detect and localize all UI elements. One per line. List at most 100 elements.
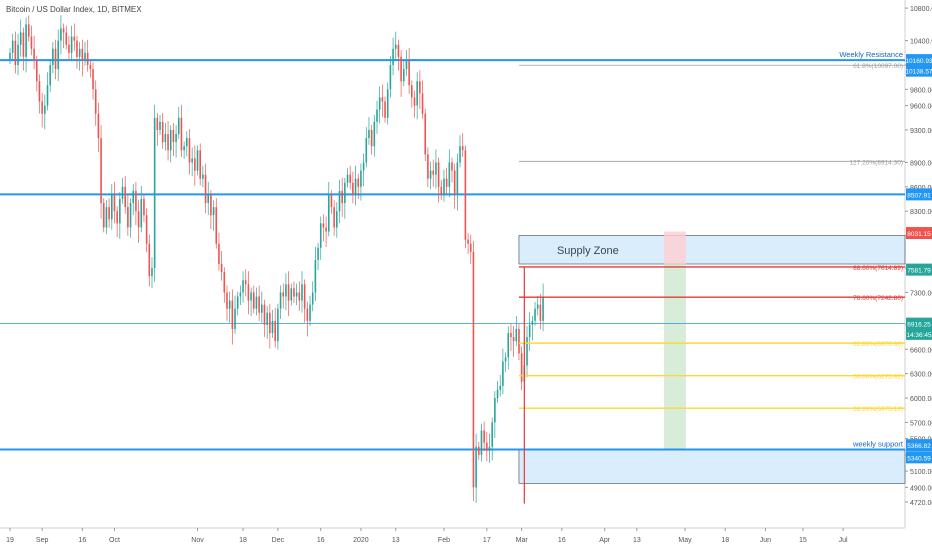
y-tick-label: 6000.00	[910, 396, 932, 403]
candle-body	[244, 280, 247, 285]
x-tick-label: 2020	[353, 537, 369, 544]
candle-body	[354, 178, 357, 195]
candle-body	[306, 308, 309, 321]
y-tick-label: 9600.00	[910, 104, 932, 111]
candle-body	[440, 186, 443, 195]
candle-body	[429, 170, 432, 179]
price-label-text: 6916.25	[907, 322, 931, 329]
target-zone	[664, 264, 686, 450]
x-tick-label: 13	[633, 537, 641, 544]
candle-body	[381, 97, 384, 102]
fib-label: 61.80%(6676.66)	[853, 341, 903, 348]
candle-body	[252, 292, 255, 309]
candle-body	[9, 52, 11, 60]
candle-body	[25, 24, 27, 57]
y-tick-label: 8300.00	[910, 209, 932, 216]
candle-body	[19, 32, 22, 45]
candle-body	[443, 178, 445, 195]
candle-body	[156, 117, 159, 130]
fib-label: 50.00%(6275.92)	[853, 374, 903, 381]
candle-body	[86, 52, 89, 65]
candle-body	[287, 284, 290, 301]
candle-body	[92, 69, 94, 90]
candle-body	[204, 174, 207, 204]
candle-body	[303, 284, 306, 309]
y-axis: 4720.004900.005100.005300.005500.005700.…	[905, 6, 932, 507]
horizontal-levels-layer: Weekly Resistance weekly support	[0, 50, 905, 451]
candle-body	[512, 337, 515, 342]
candle-body	[124, 186, 126, 208]
candle-body	[311, 292, 314, 305]
zones-layer: Supply Zone	[518, 231, 906, 484]
candle-body	[344, 182, 346, 204]
candle-body	[475, 446, 477, 488]
candle-body	[341, 190, 343, 204]
candle-body	[346, 174, 349, 183]
candle-body	[84, 52, 86, 61]
candle-body	[477, 446, 480, 455]
y-tick-label: 4900.00	[910, 485, 932, 492]
candle-body	[491, 422, 493, 447]
candle-body	[338, 190, 341, 212]
price-label-box	[906, 64, 932, 77]
candle-body	[169, 129, 172, 151]
price-label-text: 10138.57	[905, 69, 932, 76]
candle-body	[137, 211, 140, 228]
candle-body	[161, 121, 164, 143]
candle-body	[319, 223, 322, 248]
candle-body	[309, 304, 311, 321]
weekly-support-label: weekly support	[852, 440, 904, 449]
candle-body	[49, 64, 51, 86]
candle-body	[27, 24, 30, 37]
price-label-text: 8031.15	[907, 231, 931, 238]
candle-body	[469, 243, 472, 252]
candle-body	[349, 174, 352, 183]
candle-body	[127, 207, 129, 228]
price-label-text: 7581.79	[907, 268, 931, 275]
candle-body	[113, 194, 116, 212]
candle-body	[282, 292, 285, 297]
x-tick-label: May	[678, 537, 692, 544]
candle-body	[421, 93, 424, 114]
candle-body	[295, 292, 298, 297]
fib-label: 127.20%(8914.30)	[850, 159, 904, 166]
x-tick-label: Nov	[191, 537, 204, 544]
candle-body	[60, 28, 62, 41]
candle-body	[322, 223, 325, 228]
candle-body	[116, 211, 118, 224]
fib-label: 61.8%(10097.00)	[853, 63, 903, 70]
candle-body	[494, 398, 496, 423]
candle-body	[539, 304, 542, 321]
candle-body	[451, 162, 453, 171]
x-tick-label: 16	[317, 537, 325, 544]
candle-body	[177, 117, 180, 135]
candle-body	[202, 174, 204, 179]
candle-body	[352, 182, 354, 195]
price-label-text: 5340.59	[907, 455, 931, 462]
candle-body	[333, 207, 335, 228]
chart-title: Bitcoin / US Dollar Index, 1D, BITMEX	[6, 5, 142, 14]
candle-body	[258, 296, 260, 313]
candle-body	[389, 64, 392, 90]
candle-body	[502, 361, 504, 386]
supply-zone-label: Supply Zone	[557, 245, 619, 257]
weekly-resistance-label: Weekly Resistance	[839, 50, 903, 59]
x-axis: 19 Sep 16 Oct Nov 18 Dec 16 2020 13 Feb 17 Mar 16 Apr 1…	[6, 528, 848, 544]
candle-body	[427, 154, 429, 179]
candle-body	[370, 129, 373, 147]
candle-body	[94, 89, 97, 114]
candle-body	[392, 48, 394, 65]
candle-body	[102, 203, 105, 228]
price-label-text: 10160.93	[905, 58, 932, 65]
price-label-box	[906, 54, 932, 67]
candle-body	[172, 129, 175, 143]
candle-body	[448, 162, 451, 187]
candle-body	[54, 48, 57, 70]
candle-body	[188, 138, 191, 163]
y-tick-label: 8600.00	[910, 185, 932, 192]
y-tick-label: 9800.00	[910, 87, 932, 94]
candle-body	[488, 446, 491, 451]
candle-body	[437, 162, 440, 187]
x-tick-label: 19	[6, 537, 14, 544]
